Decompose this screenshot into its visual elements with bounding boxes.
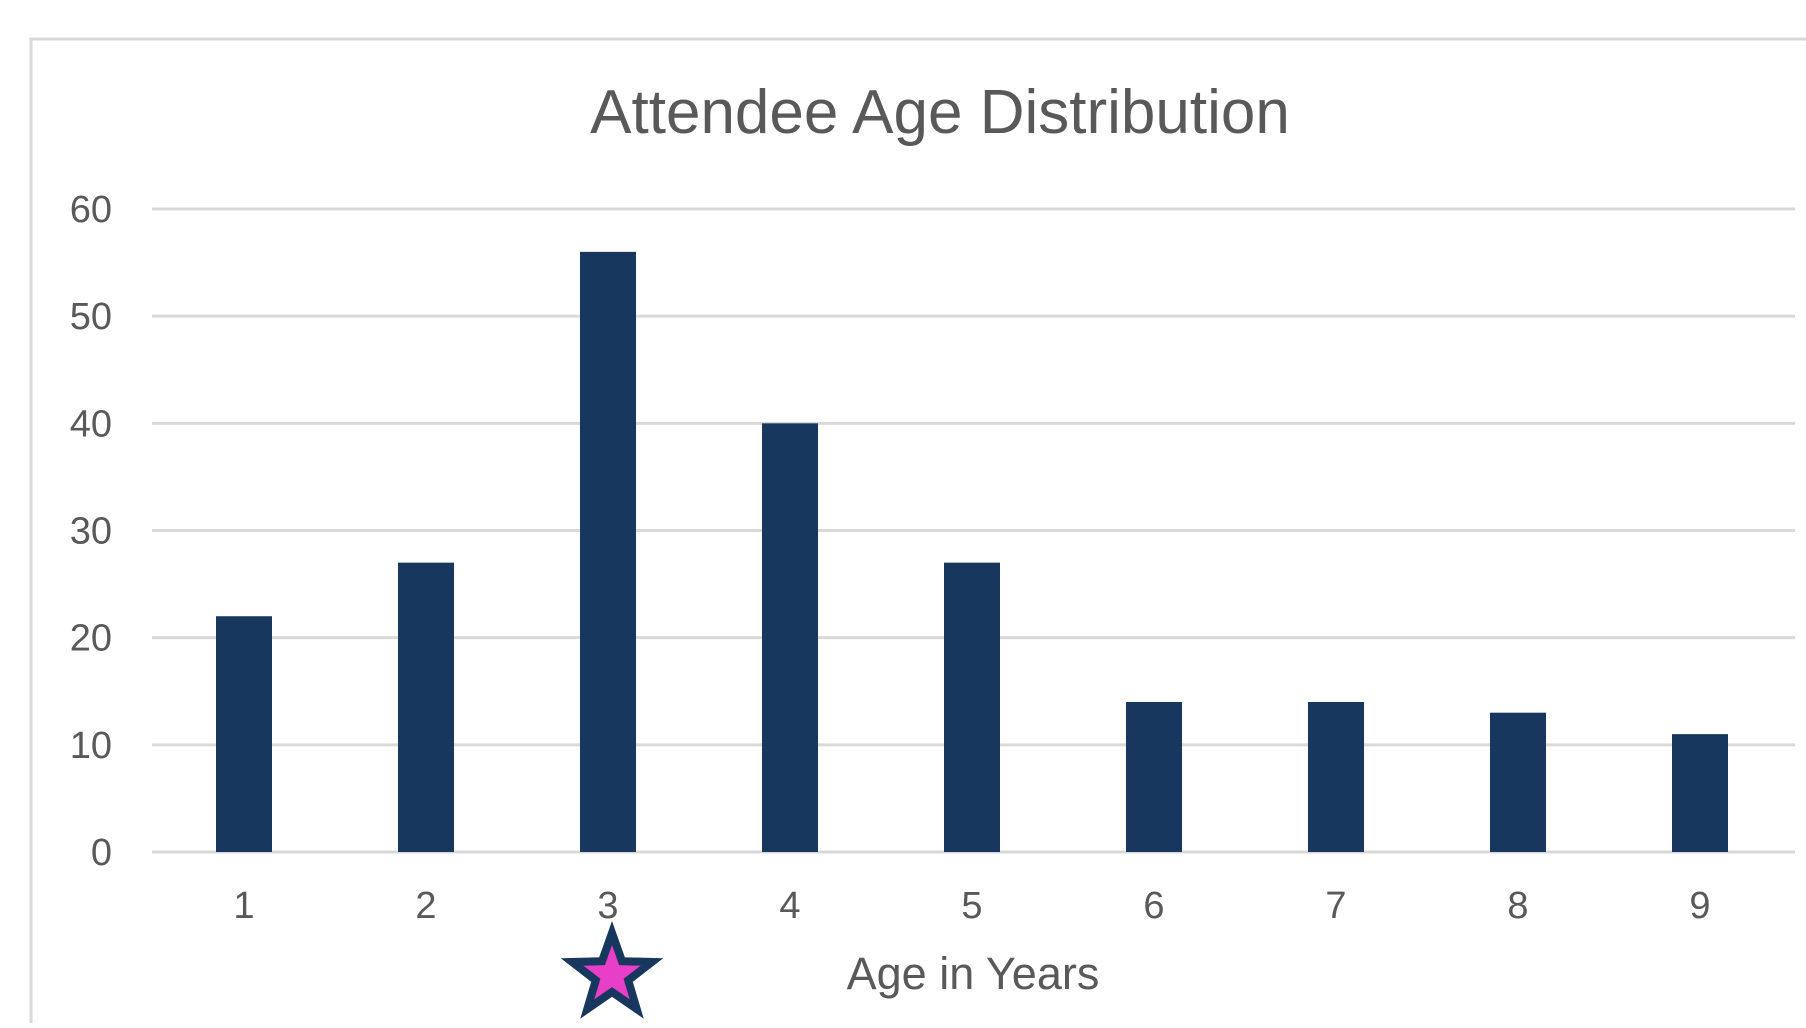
x-tick-label: 7 bbox=[1325, 885, 1346, 927]
chart-frame bbox=[29, 37, 1806, 1028]
y-tick-label: 40 bbox=[70, 403, 112, 445]
y-tick-label: 50 bbox=[70, 296, 112, 338]
x-axis-ticks: 1 2 3 4 5 6 7 8 9 bbox=[233, 885, 1710, 927]
bar-7 bbox=[1308, 701, 1364, 852]
y-tick-label: 30 bbox=[70, 511, 112, 553]
x-tick-label: 2 bbox=[415, 885, 436, 927]
y-tick-label: 0 bbox=[91, 832, 112, 874]
bar-1 bbox=[216, 616, 272, 852]
bar-5 bbox=[944, 562, 1000, 852]
x-tick-label: 3 bbox=[597, 885, 618, 927]
y-axis-ticks: 0 10 20 30 40 50 60 bbox=[70, 189, 112, 874]
x-tick-label: 8 bbox=[1507, 885, 1528, 927]
bars bbox=[216, 251, 1728, 852]
x-tick-label: 9 bbox=[1689, 885, 1710, 927]
bar-9 bbox=[1672, 734, 1728, 852]
y-tick-label: 20 bbox=[70, 618, 112, 660]
x-axis-label: Age in Years bbox=[847, 948, 1100, 999]
x-tick-label: 4 bbox=[779, 885, 800, 927]
y-tick-label: 60 bbox=[70, 189, 112, 231]
star-icon bbox=[560, 921, 664, 1019]
chart-title: Attendee Age Distribution bbox=[590, 78, 1290, 147]
bar-3 bbox=[580, 251, 636, 852]
x-tick-label: 1 bbox=[233, 885, 254, 927]
bar-6 bbox=[1126, 701, 1182, 852]
y-tick-label: 10 bbox=[70, 725, 112, 767]
bar-2 bbox=[398, 562, 454, 852]
x-tick-label: 6 bbox=[1143, 885, 1164, 927]
star-marker bbox=[560, 921, 664, 1019]
bar-8 bbox=[1490, 712, 1546, 852]
bar-4 bbox=[762, 423, 818, 852]
x-tick-label: 5 bbox=[961, 885, 982, 927]
